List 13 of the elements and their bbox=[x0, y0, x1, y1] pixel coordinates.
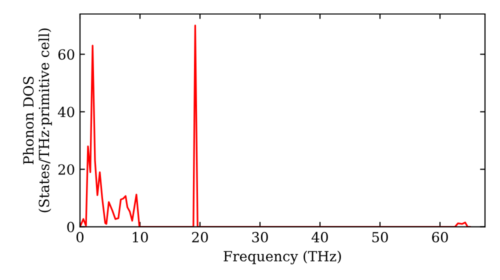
y-tick-label: 0 bbox=[67, 222, 74, 232]
y-axis-title: Phonon DOS (States/THz·primitive cell) bbox=[22, 28, 52, 212]
x-axis-title: Frequency (THz) bbox=[224, 250, 341, 264]
x-tick-label: 30 bbox=[252, 232, 268, 242]
x-tick-label: 60 bbox=[432, 232, 448, 242]
x-tick-label: 40 bbox=[312, 232, 328, 242]
x-tick-label: 10 bbox=[132, 232, 148, 242]
x-tick-label: 20 bbox=[192, 232, 208, 242]
y-tick-label: 20 bbox=[58, 164, 74, 175]
y-tick-label: 60 bbox=[58, 49, 74, 60]
x-tick-label: 50 bbox=[372, 232, 388, 242]
y-tick-label: 40 bbox=[58, 106, 74, 118]
x-tick-label: 0 bbox=[76, 232, 84, 242]
